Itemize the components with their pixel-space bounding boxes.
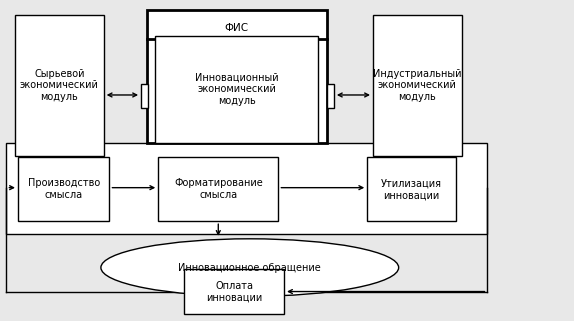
Text: Инновационный
экономический
модуль: Инновационный экономический модуль: [195, 73, 279, 106]
Text: Инновационное обращение: Инновационное обращение: [179, 263, 321, 273]
Text: Оплата
инновации: Оплата инновации: [206, 281, 262, 302]
Bar: [327, 84, 334, 108]
Text: Производство
смысла: Производство смысла: [28, 178, 100, 200]
Bar: [156, 36, 319, 143]
Bar: [6, 143, 487, 234]
Bar: [141, 84, 148, 108]
Text: Индустриальный
экономический
модуль: Индустриальный экономический модуль: [373, 69, 461, 102]
Text: Форматирование
смысла: Форматирование смысла: [174, 178, 263, 200]
Bar: [15, 15, 104, 156]
Bar: [367, 157, 456, 221]
Text: Утилизация
инновации: Утилизация инновации: [381, 178, 442, 200]
Bar: [147, 10, 327, 143]
Bar: [373, 15, 461, 156]
Text: ФИС: ФИС: [225, 23, 249, 33]
Ellipse shape: [101, 239, 399, 296]
Bar: [184, 269, 284, 314]
Text: Сырьевой
экономический
модуль: Сырьевой экономический модуль: [20, 69, 99, 102]
Bar: [18, 157, 110, 221]
Bar: [158, 157, 278, 221]
